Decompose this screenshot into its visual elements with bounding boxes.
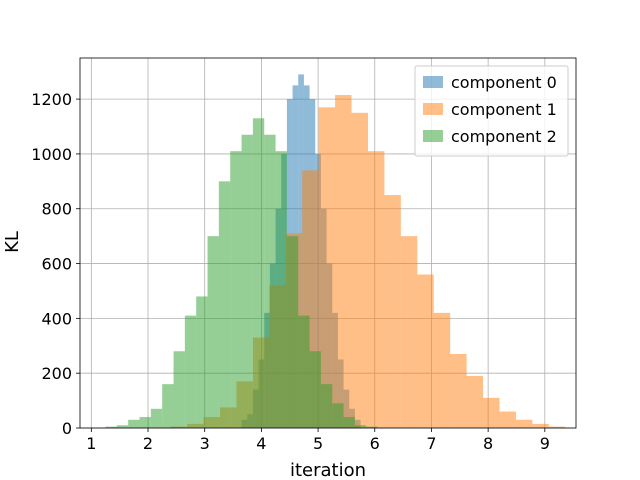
legend-swatch: [423, 130, 443, 142]
histogram-bar: [275, 151, 287, 428]
y-tick-label: 1200: [31, 90, 72, 109]
y-tick-label: 800: [41, 200, 72, 219]
histogram-bar: [298, 315, 310, 428]
x-tick-label: 4: [256, 434, 266, 453]
x-tick-label: 2: [143, 434, 153, 453]
y-axis-label: KL: [2, 231, 23, 253]
histogram-bar: [286, 236, 299, 428]
histogram-bar: [332, 403, 344, 428]
histogram-bar: [417, 274, 434, 428]
histogram-bar: [184, 315, 197, 428]
x-tick-label: 3: [200, 434, 210, 453]
histogram-bar: [320, 384, 333, 428]
histogram-bar: [309, 351, 321, 428]
histogram-bar: [466, 375, 484, 428]
x-tick-label: 8: [483, 434, 493, 453]
x-tick-label: 7: [426, 434, 436, 453]
histogram-bar: [499, 411, 516, 428]
x-tick-label: 9: [540, 434, 550, 453]
x-axis-label: iteration: [290, 460, 366, 480]
histogram-bar: [515, 419, 533, 428]
histogram-bar: [230, 151, 242, 428]
plot-frame: [79, 57, 577, 429]
x-tick-label: 5: [313, 434, 323, 453]
histogram-bar: [343, 417, 355, 428]
histogram-bar: [173, 351, 185, 428]
histogram-bar: [548, 426, 566, 428]
x-tick-label: 1: [86, 434, 96, 453]
series-2-bars: [105, 118, 378, 429]
histogram-bars: [105, 74, 566, 429]
histogram-bar: [196, 296, 208, 428]
x-tick-label: 6: [370, 434, 380, 453]
y-tick-label: 200: [41, 364, 72, 383]
legend-label: component 0: [451, 73, 557, 92]
histogram-bar: [207, 236, 219, 428]
y-tick-label: 400: [41, 309, 72, 328]
legend-label: component 1: [451, 100, 557, 119]
y-tick-label: 1000: [31, 145, 72, 164]
legend-label: component 2: [451, 127, 557, 146]
histogram-bar: [252, 118, 265, 428]
histogram-bar: [367, 151, 385, 428]
histogram-bar: [384, 195, 401, 428]
histogram-bar: [433, 312, 451, 428]
histogram-bar: [116, 425, 129, 428]
axes: [76, 57, 577, 432]
histogram-bar: [218, 181, 231, 428]
histogram-bar: [139, 417, 151, 428]
y-tick-label: 600: [41, 255, 72, 274]
histogram-bar: [335, 95, 352, 428]
histogram-bar: [354, 425, 367, 428]
histogram-bar: [241, 134, 253, 429]
legend: component 0 component 1 component 2: [414, 65, 569, 157]
histogram-bar: [150, 408, 163, 428]
legend-box: [414, 65, 569, 157]
histogram-bar: [532, 423, 549, 428]
histogram-bar: [366, 426, 378, 428]
y-tick-label: 0: [62, 419, 72, 438]
histogram-bar: [318, 107, 336, 428]
histogram-bar: [483, 397, 500, 428]
histogram-bar: [450, 354, 467, 428]
legend-swatch: [423, 76, 443, 88]
histogram-bar: [105, 426, 117, 428]
tick-labels: 1 2 3 4 5 6 7 8 9 0 200 400 600 800 1000 1200: [31, 90, 550, 453]
histogram-bar: [162, 384, 174, 428]
histogram-bar: [128, 419, 140, 428]
legend-swatch: [423, 103, 443, 115]
histogram-bar: [400, 236, 418, 428]
histogram-bar: [351, 112, 368, 428]
histogram-bar: [264, 134, 276, 429]
